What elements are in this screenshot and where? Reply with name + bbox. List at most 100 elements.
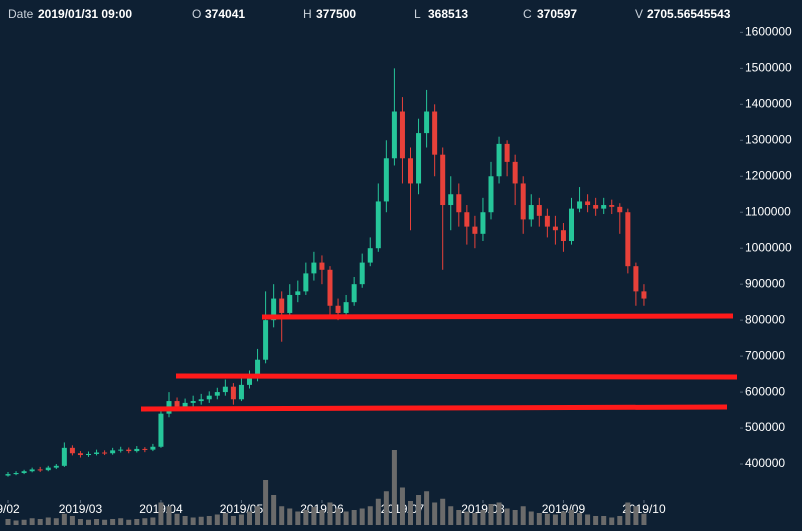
candle-body — [609, 205, 615, 207]
header-value: 374041 — [205, 7, 245, 21]
volume-bar — [552, 514, 558, 525]
candle-body — [303, 273, 309, 292]
candle-body — [214, 392, 220, 396]
volume-bar — [569, 510, 574, 525]
candle-body — [37, 469, 43, 471]
candle-body — [424, 111, 430, 134]
candle-body — [367, 248, 373, 263]
volume-bar — [472, 513, 478, 525]
candle-body — [496, 143, 502, 177]
header-label: C — [523, 7, 532, 21]
volume-bar — [238, 514, 244, 525]
candle-body — [536, 205, 542, 216]
volume-bar — [206, 516, 212, 525]
volume-bar — [351, 510, 357, 525]
volume-bar — [86, 519, 91, 525]
volume-bar — [577, 513, 583, 525]
candle-body — [255, 359, 261, 378]
volume-bar — [118, 518, 124, 525]
candle-body — [617, 206, 623, 213]
candle-body — [319, 262, 325, 270]
volume-bar — [416, 495, 422, 525]
x-tick-label: 9/02 — [0, 502, 20, 516]
volume-bar — [464, 511, 470, 525]
candle-body — [311, 262, 317, 274]
candle-body — [263, 320, 269, 360]
candle-body — [601, 205, 607, 209]
volume-bar — [601, 516, 607, 525]
candle-body — [13, 473, 19, 475]
candle-body — [287, 294, 293, 313]
candle-body — [335, 305, 341, 313]
volume-bar — [343, 511, 349, 525]
candle-body — [279, 298, 285, 313]
volume-bar — [247, 511, 252, 525]
candle-body — [271, 298, 277, 321]
candle-body — [118, 449, 124, 451]
candle-body — [464, 212, 470, 227]
volume-bar — [496, 502, 502, 525]
header-value: 377500 — [316, 7, 356, 21]
y-tick-label: 1600000 — [745, 25, 792, 39]
candle-body — [375, 201, 381, 249]
candle-body — [504, 143, 510, 162]
candle-body — [440, 154, 446, 206]
volume-bar — [424, 491, 430, 525]
volume-bar — [13, 520, 19, 525]
plot: 400000 500000 600000 700000 800000 900000 1000… — [0, 25, 792, 525]
volume-bar — [641, 513, 647, 525]
y-tick-label: 500000 — [745, 420, 785, 434]
candle-body — [641, 291, 647, 299]
volume-bar — [408, 501, 413, 525]
x-tick-label: 2019/06 — [300, 502, 344, 516]
volume-bar — [399, 487, 405, 525]
volume-bar — [126, 519, 132, 525]
candle-body — [472, 226, 478, 234]
candle-body — [383, 158, 389, 202]
candle-body — [480, 212, 486, 234]
volume-bar — [158, 502, 164, 525]
candle-body — [343, 302, 349, 313]
candle-body — [488, 176, 494, 213]
volume-bar — [375, 498, 381, 525]
candle-body — [94, 452, 100, 454]
volume-bar — [480, 510, 486, 525]
candle-body — [351, 284, 357, 303]
candle-body — [560, 230, 566, 242]
volume-bar — [609, 517, 615, 525]
header-value: 2019/01/31 09:00 — [38, 7, 132, 21]
volume-bar — [593, 516, 599, 525]
x-tick-label: 2019/03 — [59, 502, 103, 516]
candle-body — [520, 183, 526, 220]
volume-bar — [182, 516, 188, 525]
volume-bar — [94, 519, 100, 525]
volume-bar — [536, 513, 542, 525]
candle-body — [416, 133, 422, 184]
candle-body — [174, 401, 180, 407]
candle-body — [61, 447, 67, 466]
volume-bar — [319, 510, 325, 525]
candle-body — [432, 111, 438, 155]
candle-body — [150, 446, 156, 450]
candle-body — [53, 465, 59, 468]
candle-body — [327, 269, 333, 306]
volume-bar — [5, 519, 11, 525]
header-label: V — [635, 7, 643, 21]
candle-body — [528, 205, 534, 220]
volume-bar — [134, 519, 140, 525]
x-tick-label: 2019/10 — [622, 502, 666, 516]
volume-bar — [263, 480, 269, 525]
volume-bar — [222, 513, 228, 525]
y-tick-label: 900000 — [745, 276, 785, 290]
volume-bar — [391, 450, 397, 525]
volume-bar — [488, 504, 494, 525]
y-tick-label: 1100000 — [745, 204, 791, 218]
volume-bar — [174, 513, 180, 525]
candle-body — [21, 471, 27, 474]
y-tick-label: 800000 — [745, 312, 785, 326]
candle-body — [142, 448, 148, 450]
candle-body — [593, 205, 599, 209]
header-label: Date — [8, 7, 34, 21]
header-value: 368513 — [428, 7, 468, 21]
